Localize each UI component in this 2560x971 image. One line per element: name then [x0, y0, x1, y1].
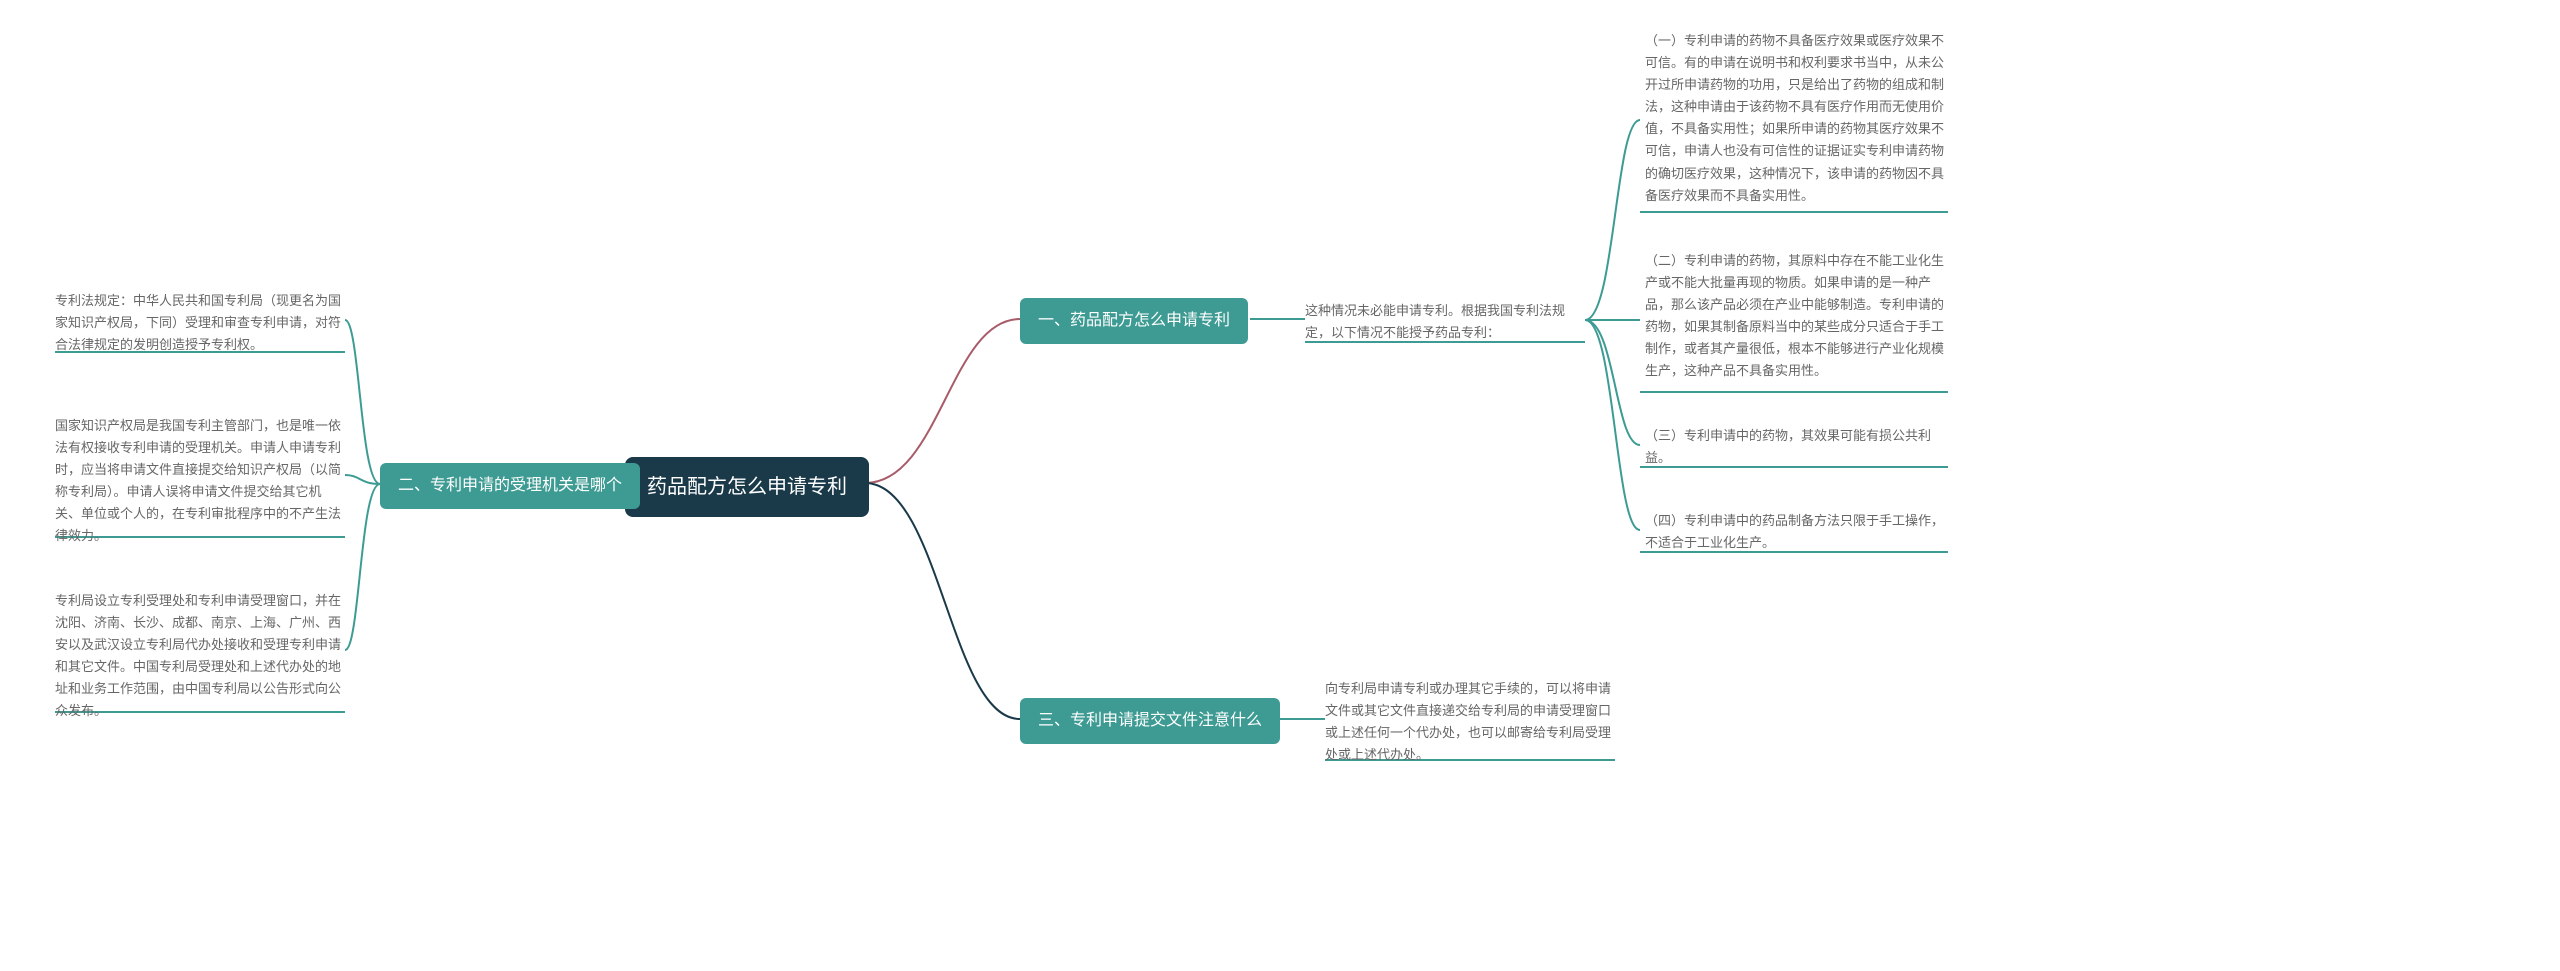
leaf-b1c1a[interactable]: （一）专利申请的药物不具备医疗效果或医疗效果不可信。有的申请在说明书和权利要求书…	[1645, 30, 1945, 207]
leaf-text: 这种情况未必能申请专利。根据我国专利法规定，以下情况不能授予药品专利：	[1305, 303, 1565, 340]
leaf-b1c1b[interactable]: （二）专利申请的药物，其原料中存在不能工业化生产或不能大批量再现的物质。如果申请…	[1645, 250, 1945, 383]
leaf-text: 专利局设立专利受理处和专利申请受理窗口，并在沈阳、济南、长沙、成都、南京、上海、…	[55, 593, 341, 718]
leaf-b1c1[interactable]: 这种情况未必能申请专利。根据我国专利法规定，以下情况不能授予药品专利：	[1305, 300, 1585, 344]
leaf-text: （二）专利申请的药物，其原料中存在不能工业化生产或不能大批量再现的物质。如果申请…	[1645, 253, 1944, 378]
leaf-b3c1[interactable]: 向专利局申请专利或办理其它手续的，可以将申请文件或其它文件直接递交给专利局的申请…	[1325, 678, 1615, 766]
leaf-b2c3[interactable]: 专利局设立专利受理处和专利申请受理窗口，并在沈阳、济南、长沙、成都、南京、上海、…	[55, 590, 345, 723]
branch-node-1[interactable]: 一、药品配方怎么申请专利	[1020, 298, 1248, 344]
leaf-b2c1[interactable]: 专利法规定：中华人民共和国专利局（现更名为国家知识产权局，下同）受理和审查专利申…	[55, 290, 345, 356]
leaf-text: 向专利局申请专利或办理其它手续的，可以将申请文件或其它文件直接递交给专利局的申请…	[1325, 681, 1611, 762]
leaf-text: （一）专利申请的药物不具备医疗效果或医疗效果不可信。有的申请在说明书和权利要求书…	[1645, 33, 1944, 203]
leaf-text: 专利法规定：中华人民共和国专利局（现更名为国家知识产权局，下同）受理和审查专利申…	[55, 293, 341, 352]
leaf-b2c2[interactable]: 国家知识产权局是我国专利主管部门，也是唯一依法有权接收专利申请的受理机关。申请人…	[55, 415, 345, 548]
leaf-text: 国家知识产权局是我国专利主管部门，也是唯一依法有权接收专利申请的受理机关。申请人…	[55, 418, 341, 543]
branch-label: 三、专利申请提交文件注意什么	[1038, 712, 1262, 729]
leaf-b1c1c[interactable]: （三）专利申请中的药物，其效果可能有损公共利益。	[1645, 425, 1945, 469]
leaf-text: （四）专利申请中的药品制备方法只限于手工操作，不适合于工业化生产。	[1645, 513, 1944, 550]
root-label: 药品配方怎么申请专利	[647, 476, 847, 498]
branch-label: 一、药品配方怎么申请专利	[1038, 312, 1230, 329]
root-node[interactable]: 药品配方怎么申请专利	[625, 457, 869, 517]
branch-node-3[interactable]: 三、专利申请提交文件注意什么	[1020, 698, 1280, 744]
branch-node-2[interactable]: 二、专利申请的受理机关是哪个	[380, 463, 640, 509]
leaf-text: （三）专利申请中的药物，其效果可能有损公共利益。	[1645, 428, 1931, 465]
leaf-b1c1d[interactable]: （四）专利申请中的药品制备方法只限于手工操作，不适合于工业化生产。	[1645, 510, 1945, 554]
mindmap-canvas: 药品配方怎么申请专利 一、药品配方怎么申请专利 这种情况未必能申请专利。根据我国…	[0, 0, 2560, 971]
branch-label: 二、专利申请的受理机关是哪个	[398, 477, 622, 494]
